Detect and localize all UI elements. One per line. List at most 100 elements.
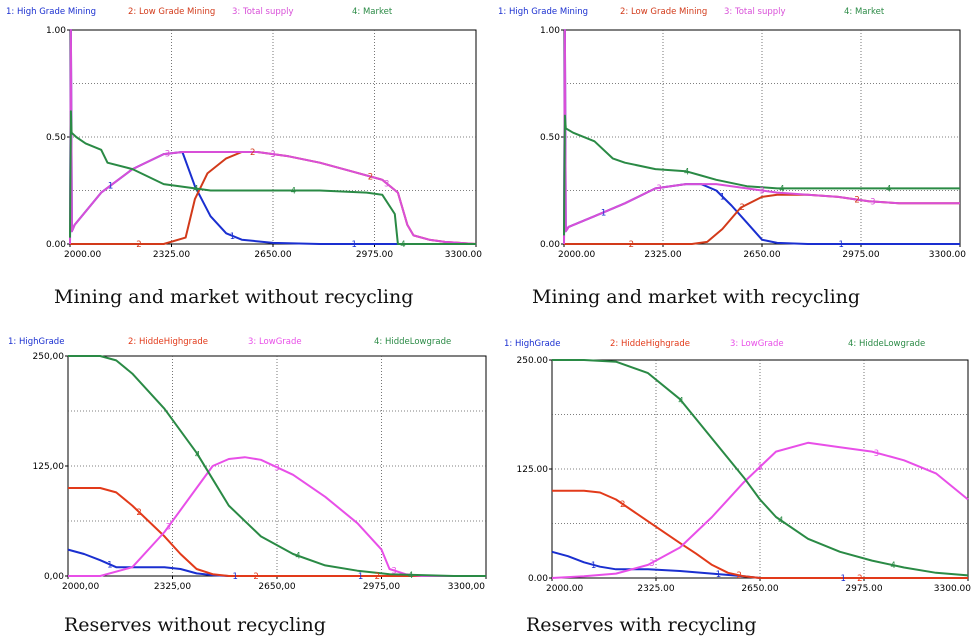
legend-item: 3: LowGrade xyxy=(248,337,302,347)
legend-item: 3: Total supply xyxy=(724,7,786,17)
x-tick-label: 3300.00 xyxy=(445,250,482,260)
series-number-marker: 4 xyxy=(779,184,784,194)
series-number-marker: 3 xyxy=(874,449,879,459)
legend-item: 1: HighGrade xyxy=(504,339,560,349)
y-tick-label: 0,00 xyxy=(44,572,64,582)
series-line xyxy=(69,29,477,245)
series-line xyxy=(563,114,960,236)
series-number-marker: 2 xyxy=(739,203,744,213)
series-number-marker: 2 xyxy=(253,572,258,582)
series-number-marker: 2 xyxy=(368,173,373,183)
series-number-marker: 1 xyxy=(232,572,237,582)
series-number-marker: 4 xyxy=(778,516,783,526)
series-number-marker: 2 xyxy=(375,572,380,582)
chart-plot: 1: High Grade Mining 2: Low Grade Mining 3… xyxy=(498,7,966,260)
x-tick-label: 2975.00 xyxy=(845,584,882,594)
x-tick-label: 3300.00 xyxy=(934,584,971,594)
caption-reserves-with-recycling: Reserves with recycling xyxy=(526,614,757,636)
x-tick-label: 2975.00 xyxy=(356,250,393,260)
series-number-marker: 4 xyxy=(408,571,413,581)
chart-panel-mining-no-recycling: 1: High Grade Mining 2: Low Grade Mining 3… xyxy=(0,0,486,300)
x-tick-label: 2325,00 xyxy=(154,582,191,592)
legend-item: 3: LowGrade xyxy=(730,339,784,349)
series-number-marker: 3 xyxy=(656,184,661,194)
y-tick-label: 250,00 xyxy=(33,352,65,362)
series-number-marker: 4 xyxy=(291,187,296,197)
legend-item: 4: Market xyxy=(844,7,885,17)
y-tick-label: 0.00 xyxy=(528,574,548,584)
series-number-marker: 3 xyxy=(274,463,279,473)
series-number-marker: 1 xyxy=(107,560,112,570)
x-tick-label: 2650.00 xyxy=(254,250,291,260)
series-number-marker: 3 xyxy=(870,197,875,207)
series-line xyxy=(563,29,960,245)
series-number-marker: 3 xyxy=(270,150,275,160)
series-number-marker: 1 xyxy=(591,561,596,571)
series-number-marker: 1 xyxy=(230,232,235,242)
y-tick-label: 250.00 xyxy=(517,356,549,366)
series-number-marker: 4 xyxy=(295,552,300,562)
x-tick-label: 2000,00 xyxy=(62,582,99,592)
series-line xyxy=(69,110,476,245)
x-tick-label: 3300,00 xyxy=(448,582,485,592)
x-tick-label: 2000.00 xyxy=(64,250,101,260)
series-number-marker: 2 xyxy=(736,571,741,581)
legend-item: 1: High Grade Mining xyxy=(6,7,96,17)
series-number-marker: 4 xyxy=(678,396,683,406)
x-tick-label: 2000.00 xyxy=(546,584,583,594)
y-tick-label: 0.50 xyxy=(46,133,66,143)
x-tick-label: 2975,00 xyxy=(363,582,400,592)
plot-area xyxy=(69,29,477,245)
series-number-marker: 1 xyxy=(108,182,113,192)
series-number-marker: 1 xyxy=(358,572,363,582)
legend-item: 4: HiddeLowgrade xyxy=(374,337,451,347)
series-line xyxy=(68,355,486,577)
series-line xyxy=(68,456,486,577)
series-number-marker: 4 xyxy=(886,184,891,194)
x-tick-label: 2975.00 xyxy=(842,250,879,260)
series-number-marker: 4 xyxy=(684,167,689,177)
series-number-marker: 1 xyxy=(601,208,606,218)
series-number-marker: 1 xyxy=(838,240,843,250)
legend-item: 2: HiddeHighgrade xyxy=(610,339,690,349)
y-tick-label: 0.00 xyxy=(46,240,66,250)
caption-mining-no-recycling: Mining and market without recycling xyxy=(54,286,414,308)
series-number-marker: 3 xyxy=(757,463,762,473)
series-number-marker: 4 xyxy=(890,561,895,571)
legend-item: 2: Low Grade Mining xyxy=(128,7,215,17)
chart-panel-mining-with-recycling: 1: High Grade Mining 2: Low Grade Mining 3… xyxy=(492,0,972,300)
legend-item: 1: HighGrade xyxy=(8,337,64,347)
series-number-marker: 2 xyxy=(854,196,859,206)
x-tick-label: 2325.00 xyxy=(637,584,674,594)
series-number-marker: 3 xyxy=(384,179,389,189)
series-number-marker: 3 xyxy=(165,150,170,160)
series-number-marker: 1 xyxy=(716,570,721,580)
series-number-marker: 1 xyxy=(840,574,845,584)
caption-reserves-no-recycling: Reserves without recycling xyxy=(64,614,326,636)
chart-panel-reserves-no-recycling: 1: HighGrade 2: HiddeHighgrade 3: LowGrade… xyxy=(0,330,487,600)
series-line xyxy=(552,489,968,579)
y-tick-label: 0.50 xyxy=(540,133,560,143)
series-number-marker: 2 xyxy=(857,574,862,584)
series-number-marker: 3 xyxy=(649,559,654,569)
series-number-marker: 2 xyxy=(620,500,625,510)
x-tick-label: 2325.00 xyxy=(644,250,681,260)
chart-plot: 1: HighGrade 2: HiddeHighgrade 3: LowGrade… xyxy=(8,337,487,592)
series-number-marker: 3 xyxy=(391,566,396,576)
legend-item: 4: HiddeLowgrade xyxy=(848,339,925,349)
x-tick-label: 2650,00 xyxy=(258,582,295,592)
y-tick-label: 125,00 xyxy=(33,462,65,472)
series-number-marker: 2 xyxy=(136,240,141,250)
legend-item: 2: Low Grade Mining xyxy=(620,7,707,17)
series-number-marker: 2 xyxy=(250,148,255,158)
x-tick-label: 2325.00 xyxy=(153,250,190,260)
chart-panel-reserves-with-recycling: 1: HighGrade 2: HiddeHighgrade 3: LowGrade… xyxy=(492,330,972,600)
series-number-marker: 1 xyxy=(351,240,356,250)
series-number-marker: 4 xyxy=(195,450,200,460)
x-tick-label: 2650.00 xyxy=(741,584,778,594)
y-tick-label: 125.00 xyxy=(517,465,549,475)
legend-item: 1: High Grade Mining xyxy=(498,7,588,17)
series-number-marker: 2 xyxy=(629,240,634,250)
series-line xyxy=(68,487,486,577)
legend-item: 2: HiddeHighgrade xyxy=(128,337,208,347)
